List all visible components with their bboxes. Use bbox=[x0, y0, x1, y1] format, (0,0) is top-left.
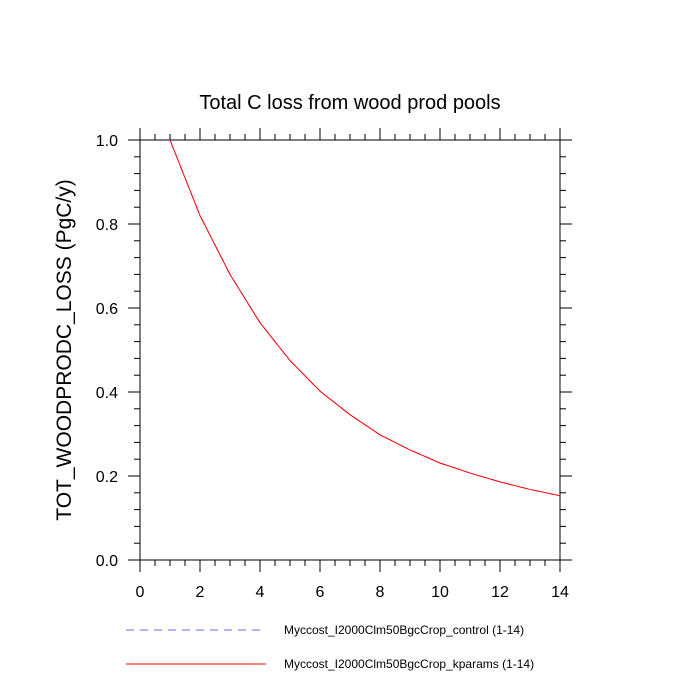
y-tick-label: 0.2 bbox=[96, 469, 118, 486]
y-tick-label: 0.0 bbox=[96, 553, 118, 570]
x-tick-label: 8 bbox=[376, 584, 385, 601]
legend: Myccost_I2000Clm50BgcCrop_control (1-14)… bbox=[126, 623, 534, 671]
series-line-1 bbox=[169, 139, 561, 497]
y-tick-label: 0.6 bbox=[96, 301, 118, 318]
y-tick-label: 1.0 bbox=[96, 133, 118, 150]
x-tick-label: 2 bbox=[196, 584, 205, 601]
series-line-2 bbox=[169, 139, 561, 497]
y-axis-label: TOT_WOODPRODC_LOSS (PgC/y) bbox=[53, 179, 76, 521]
x-tick-label: 10 bbox=[431, 584, 449, 601]
y-axis: 0.0 0.2 0.4 0.6 0.8 1.0 bbox=[96, 133, 572, 570]
legend-label-1: Myccost_I2000Clm50BgcCrop_control (1-14) bbox=[284, 623, 524, 637]
x-tick-label: 4 bbox=[256, 584, 265, 601]
chart-title: Total C loss from wood prod pools bbox=[199, 92, 500, 114]
series-lines bbox=[169, 139, 561, 497]
x-tick-label: 6 bbox=[316, 584, 325, 601]
y-tick-label: 0.4 bbox=[96, 385, 118, 402]
x-tick-label: 12 bbox=[491, 584, 509, 601]
y-tick-label: 0.8 bbox=[96, 217, 118, 234]
legend-label-2: Myccost_I2000Clm50BgcCrop_kparams (1-14) bbox=[284, 657, 534, 671]
x-tick-label: 0 bbox=[136, 584, 145, 601]
x-tick-label: 14 bbox=[551, 584, 569, 601]
x-axis: 0 2 4 6 8 10 12 14 bbox=[136, 128, 569, 601]
plot-area bbox=[139, 139, 561, 561]
